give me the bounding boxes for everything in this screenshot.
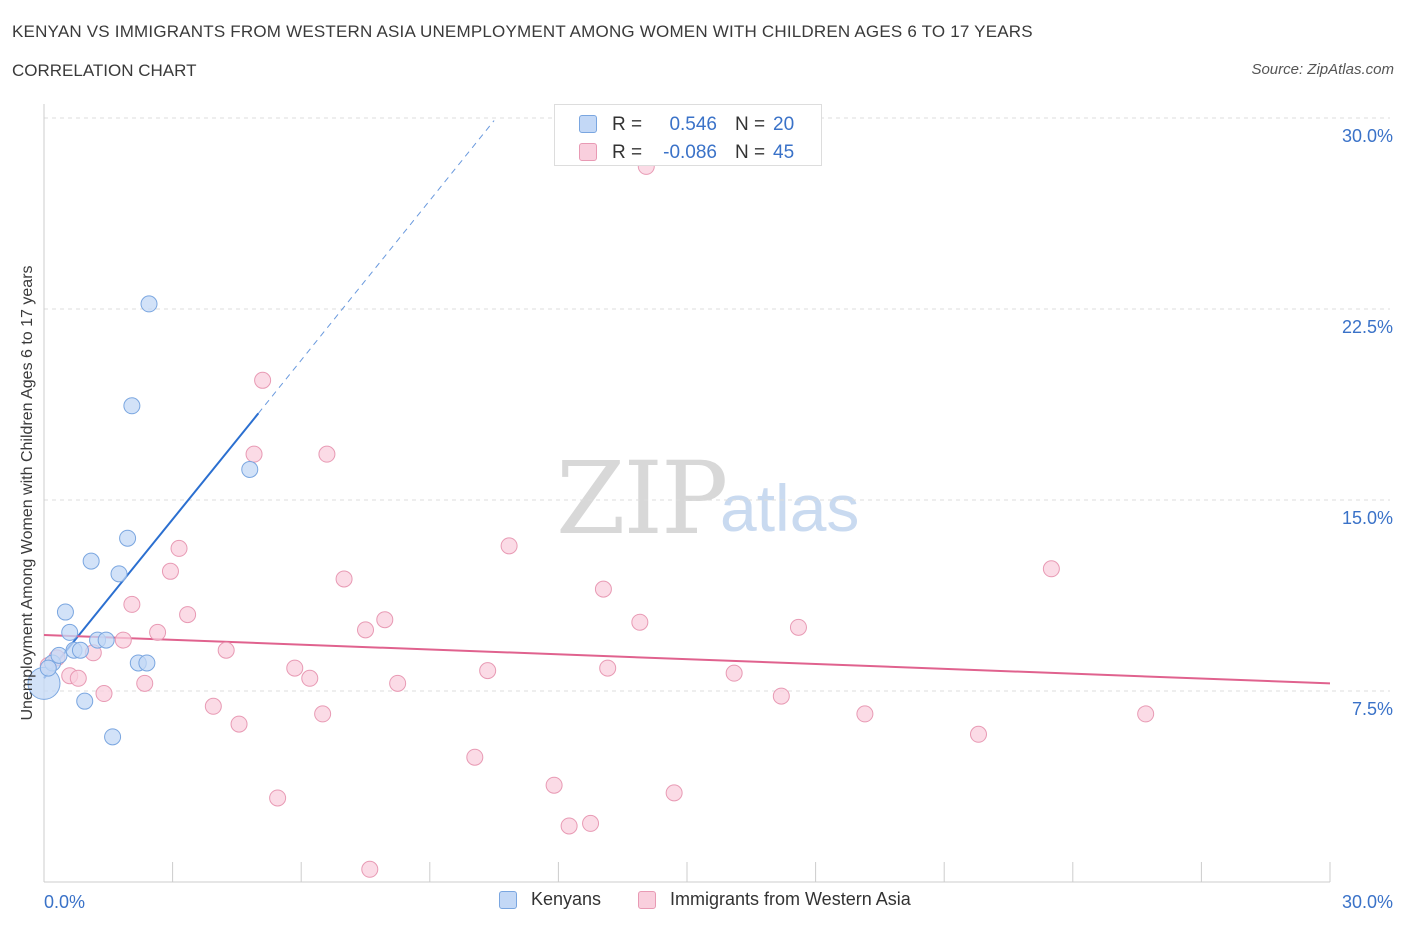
kenyans-point bbox=[119, 529, 137, 547]
kenyans-point bbox=[56, 603, 74, 621]
watermark-atlas: atlas bbox=[720, 471, 860, 545]
immigrants-point bbox=[314, 705, 332, 723]
kenyans-point bbox=[82, 552, 100, 570]
y-tick-label: 7.5% bbox=[1352, 699, 1393, 719]
r-value: -0.086 bbox=[663, 142, 717, 163]
x-tick-label: 30.0% bbox=[1342, 892, 1393, 912]
immigrants-point bbox=[318, 445, 336, 463]
n-label: N = bbox=[735, 114, 766, 135]
immigrants-point bbox=[69, 669, 87, 687]
immigrants-point bbox=[582, 814, 600, 832]
y-tick-label: 22.5% bbox=[1342, 317, 1393, 337]
kenyans-swatch bbox=[499, 891, 517, 909]
immigrants-point bbox=[161, 562, 179, 580]
immigrants-point bbox=[114, 631, 132, 649]
immigrants-point bbox=[545, 776, 563, 794]
immigrants-point bbox=[466, 748, 484, 766]
correlation-legend: R = 0.546 N = 20 R = -0.086 N = 45 bbox=[554, 104, 822, 166]
n-label: N = bbox=[735, 142, 766, 163]
immigrants-point bbox=[123, 595, 141, 613]
immigrants-point bbox=[725, 664, 743, 682]
immigrants-point bbox=[772, 687, 790, 705]
immigrants-point bbox=[204, 697, 222, 715]
kenyans-point bbox=[241, 460, 259, 478]
immigrants-point bbox=[254, 371, 272, 389]
r-label: R = bbox=[612, 142, 643, 163]
immigrants-point bbox=[245, 445, 263, 463]
legend-label: Kenyans bbox=[531, 889, 602, 909]
kenyans-point bbox=[61, 623, 79, 641]
immigrants-point bbox=[594, 580, 612, 598]
immigrants-point bbox=[389, 674, 407, 692]
tick-labels: 7.5% 15.0% 22.5% 30.0% 0.0% 30.0% bbox=[44, 126, 1393, 912]
chart-subtitle: CORRELATION CHART bbox=[12, 61, 197, 80]
immigrants-point bbox=[1137, 705, 1155, 723]
data-points bbox=[27, 157, 1155, 878]
immigrants-point bbox=[136, 674, 154, 692]
kenyans-point bbox=[123, 397, 141, 415]
legend-label: Immigrants from Western Asia bbox=[670, 889, 911, 909]
kenyans-swatch bbox=[579, 115, 597, 133]
kenyans-point bbox=[39, 659, 57, 677]
immigrants-point bbox=[856, 705, 874, 723]
source-label: Source: ZipAtlas.com bbox=[1251, 61, 1394, 78]
x-tick-label: 0.0% bbox=[44, 892, 85, 912]
immigrants-point bbox=[789, 618, 807, 636]
kenyans-point bbox=[97, 631, 115, 649]
immigrants-point bbox=[361, 860, 379, 878]
immigrants-point bbox=[335, 570, 353, 588]
immigrants-point bbox=[560, 817, 578, 835]
grid-lines bbox=[44, 117, 1390, 692]
kenyans-point bbox=[50, 646, 68, 664]
immigrants-trend-line bbox=[43, 633, 1331, 685]
y-axis-label: Unemployment Among Women with Children A… bbox=[19, 265, 36, 721]
kenyans-trend-line bbox=[43, 412, 260, 679]
immigrants-point bbox=[599, 659, 617, 677]
immigrants-swatch bbox=[579, 143, 597, 161]
immigrants-point bbox=[149, 623, 167, 641]
r-label: R = bbox=[612, 114, 643, 135]
immigrants-point bbox=[170, 539, 188, 557]
immigrants-point bbox=[95, 685, 113, 703]
immigrants-point bbox=[1042, 560, 1060, 578]
immigrants-point bbox=[286, 659, 304, 677]
immigrants-point bbox=[269, 789, 287, 807]
axes bbox=[43, 104, 1331, 883]
immigrants-point bbox=[230, 715, 248, 733]
kenyans-point bbox=[138, 654, 156, 672]
kenyans-point bbox=[104, 728, 122, 746]
n-value: 45 bbox=[773, 142, 795, 163]
y-tick-label: 30.0% bbox=[1342, 126, 1393, 146]
kenyans-trend-extension bbox=[257, 120, 495, 414]
n-value: 20 bbox=[773, 114, 795, 135]
immigrants-point bbox=[969, 725, 987, 743]
immigrants-point bbox=[301, 669, 319, 687]
r-value: 0.546 bbox=[669, 114, 717, 135]
immigrants-point bbox=[479, 662, 497, 680]
y-tick-label: 15.0% bbox=[1342, 508, 1393, 528]
immigrants-point bbox=[376, 611, 394, 629]
immigrants-point bbox=[631, 613, 649, 631]
kenyans-point bbox=[110, 565, 128, 583]
immigrants-swatch bbox=[638, 891, 656, 909]
immigrants-point bbox=[357, 621, 374, 639]
watermark-zip: ZIP bbox=[556, 440, 728, 557]
trend-lines bbox=[43, 120, 1331, 685]
kenyans-point bbox=[71, 641, 89, 659]
immigrants-point bbox=[665, 784, 683, 802]
immigrants-point bbox=[179, 606, 197, 624]
immigrants-point bbox=[500, 537, 518, 555]
kenyans-point bbox=[76, 692, 94, 710]
immigrants-point bbox=[217, 641, 235, 659]
chart-title: KENYAN VS IMMIGRANTS FROM WESTERN ASIA U… bbox=[12, 22, 1033, 41]
kenyans-point bbox=[140, 295, 158, 313]
